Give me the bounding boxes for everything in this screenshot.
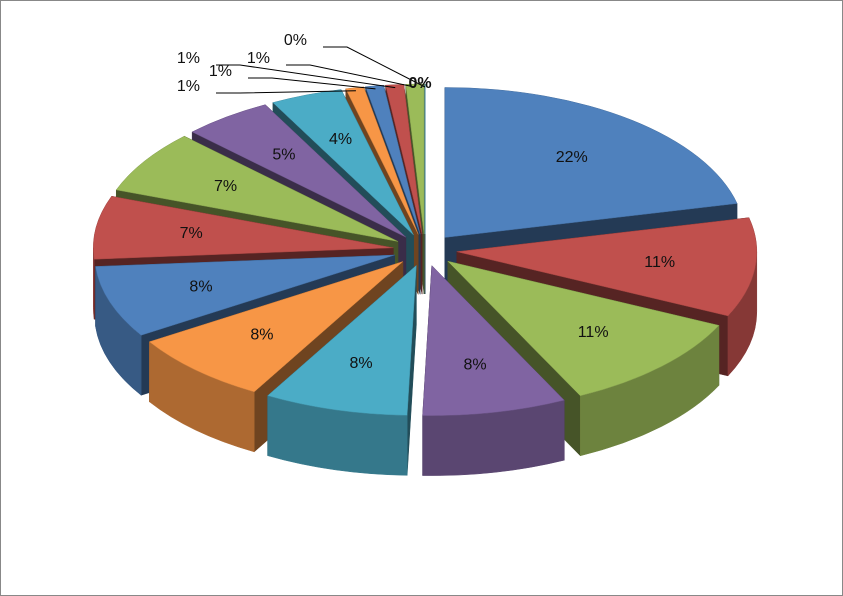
slice-top: [345, 86, 419, 235]
data-label: 0%: [284, 32, 307, 49]
slice-top: [422, 265, 565, 416]
slice-top: [115, 135, 399, 242]
slice-top: [272, 89, 414, 236]
data-label: 4%: [329, 131, 352, 148]
leader-line: [323, 46, 426, 88]
slice-top: [365, 85, 421, 235]
leader-line: [216, 90, 356, 94]
leader-line: [286, 64, 416, 88]
data-label: 11%: [578, 324, 609, 341]
slice-top: [456, 217, 758, 317]
leader-line: [216, 64, 396, 89]
data-label: 8%: [349, 355, 372, 372]
slice-top: [405, 83, 425, 235]
pie-slice: [422, 265, 565, 476]
data-label: 1%: [247, 50, 270, 67]
data-label: 5%: [272, 147, 295, 164]
data-label: 1%: [177, 78, 200, 95]
slice-top: [95, 254, 395, 336]
slice-top: [148, 261, 404, 393]
data-label: 0%: [408, 75, 431, 92]
slice-top: [93, 195, 394, 260]
slice-top: [447, 260, 720, 397]
data-label: 11%: [644, 254, 675, 271]
data-label: 8%: [463, 357, 486, 374]
data-label: 7%: [214, 178, 237, 195]
slice-top: [444, 87, 738, 238]
data-label: 8%: [250, 327, 273, 344]
data-label: 1%: [177, 50, 200, 67]
data-label: 8%: [189, 278, 212, 295]
pie-slice: [267, 264, 417, 476]
leader-line: [248, 77, 376, 90]
data-label: 7%: [180, 225, 203, 242]
slice-top: [191, 104, 407, 238]
slice-top: [267, 264, 417, 416]
data-label: 1%: [209, 63, 232, 80]
data-label: 22%: [556, 149, 588, 166]
